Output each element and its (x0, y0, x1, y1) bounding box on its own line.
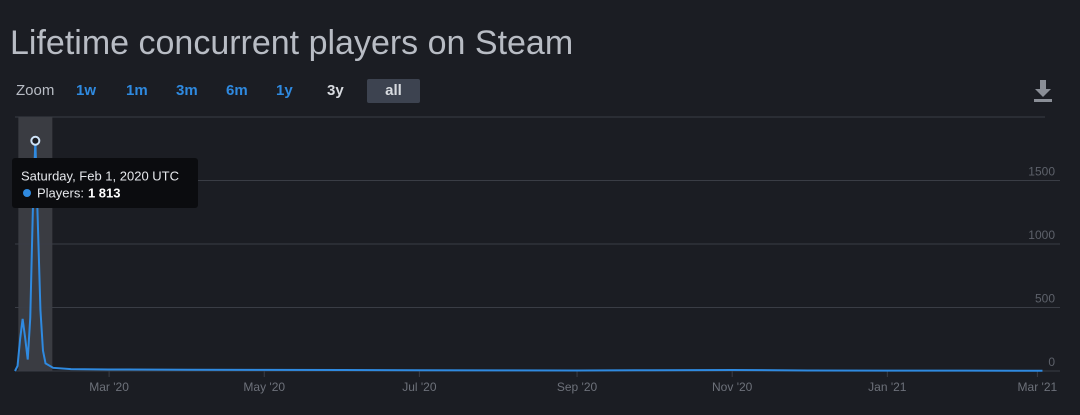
y-tick-label: 0 (1048, 355, 1055, 369)
x-tick-label: Sep '20 (557, 380, 598, 394)
tooltip: Saturday, Feb 1, 2020 UTC Players: 1 813 (12, 158, 198, 208)
download-icon-base (1034, 99, 1052, 102)
tooltip-swatch (23, 189, 31, 197)
zoom-button[interactable]: 3y (327, 82, 344, 99)
x-tick-label: Jul '20 (402, 380, 437, 394)
zoom-button[interactable]: 1w (76, 82, 96, 99)
tooltip-series-label: Players: (37, 185, 84, 200)
x-tick-label: Mar '20 (89, 380, 129, 394)
y-tick-label: 1000 (1028, 228, 1055, 242)
download-button[interactable] (1034, 80, 1052, 102)
y-tick-label: 1500 (1028, 165, 1055, 179)
zoom-button[interactable]: all (367, 79, 420, 103)
zoom-label: Zoom (16, 82, 54, 99)
zoom-option: 1y (276, 82, 293, 99)
zoom-option: 3y (327, 82, 344, 99)
zoom-option: 1m (126, 82, 148, 99)
tooltip-title: Saturday, Feb 1, 2020 UTC (21, 168, 179, 183)
zoom-option: all (385, 82, 402, 99)
zoom-button[interactable]: 1y (276, 82, 293, 99)
zoom-option: 6m (226, 82, 248, 99)
x-tick-label: May '20 (243, 380, 285, 394)
x-tick-label: Nov '20 (712, 380, 753, 394)
y-tick-label: 500 (1035, 292, 1055, 306)
download-icon-stem (1040, 80, 1046, 90)
zoom-button[interactable]: 3m (176, 82, 198, 99)
tooltip-bg (12, 158, 198, 208)
zoom-option: 3m (176, 82, 198, 99)
x-tick-label: Mar '21 (1018, 380, 1058, 394)
zoom-button-bg (367, 79, 420, 103)
tooltip-value: 1 813 (88, 185, 121, 200)
download-icon-arrow (1035, 89, 1051, 97)
hover-marker (30, 135, 41, 146)
zoom-button[interactable]: 1m (126, 82, 148, 99)
x-tick-label: Jan '21 (868, 380, 907, 394)
zoom-button[interactable]: 6m (226, 82, 248, 99)
chart-title: Lifetime concurrent players on Steam (10, 24, 573, 62)
zoom-option: 1w (76, 82, 96, 99)
data-line (14, 140, 1043, 372)
